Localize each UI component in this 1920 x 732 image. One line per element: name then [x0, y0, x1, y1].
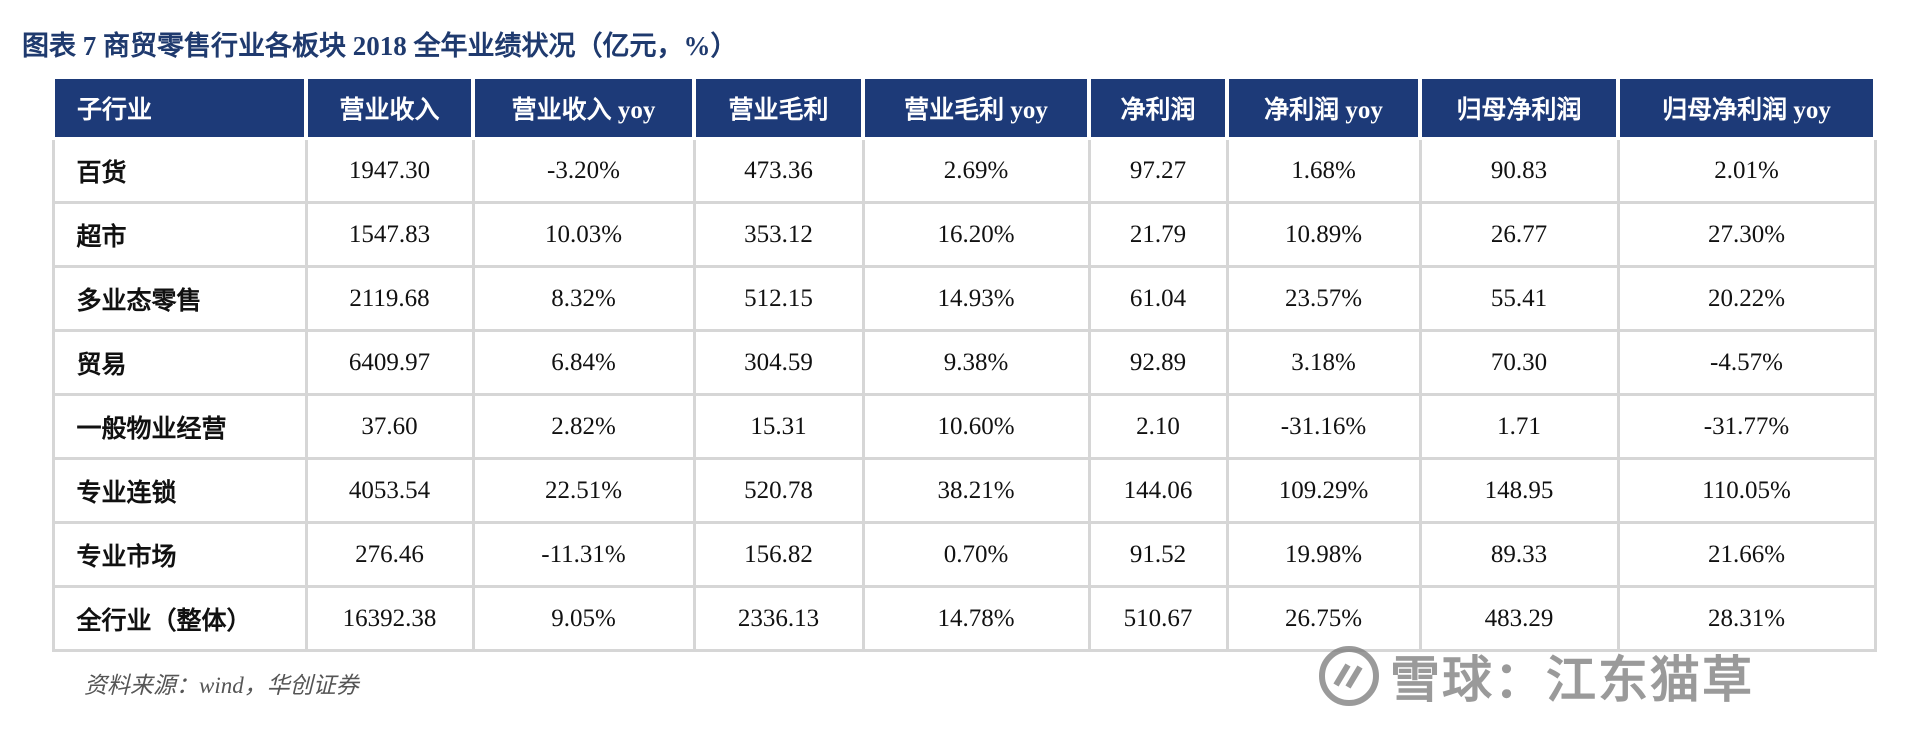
table-cell: 510.67 [1087, 585, 1229, 652]
row-label: 超市 [51, 201, 308, 268]
table-cell: 89.33 [1418, 521, 1620, 588]
table-cell: 38.21% [861, 457, 1091, 524]
table-cell: 156.82 [692, 521, 865, 588]
row-label: 专业市场 [51, 521, 308, 588]
data-table: 子行业 营业收入 营业收入 yoy 营业毛利 营业毛利 yoy 净利润 净利润 yoy 归母净… [51, 76, 1877, 652]
table-cell: 15.31 [692, 393, 865, 460]
table-cell: 26.77 [1418, 201, 1620, 268]
watermark-logo [1319, 646, 1379, 706]
table-cell: 353.12 [692, 201, 865, 268]
table-cell: 6409.97 [304, 329, 475, 396]
table-cell: -4.57% [1616, 329, 1877, 396]
table-cell: 37.60 [304, 393, 475, 460]
table-cell: 1947.30 [304, 137, 475, 204]
table-cell: 27.30% [1616, 201, 1877, 268]
table-cell: 1.71 [1418, 393, 1620, 460]
table-cell: 512.15 [692, 265, 865, 332]
table-cell: 61.04 [1087, 265, 1229, 332]
column-header: 营业收入 [304, 76, 475, 140]
table-cell: 110.05% [1616, 457, 1877, 524]
table-cell: 2.69% [861, 137, 1091, 204]
table-cell: 19.98% [1225, 521, 1422, 588]
row-label: 百货 [51, 137, 308, 204]
column-header: 营业毛利 [692, 76, 865, 140]
table-cell: 14.78% [861, 585, 1091, 652]
table-cell: 16392.38 [304, 585, 475, 652]
row-label: 全行业（整体） [51, 585, 308, 652]
table-cell: 9.05% [471, 585, 696, 652]
table-cell: -31.77% [1616, 393, 1877, 460]
table-row: 专业市场 276.46 -11.31% 156.82 0.70% 91.52 19.98% 8… [51, 521, 1877, 588]
table-cell: -11.31% [471, 521, 696, 588]
table-cell: 2119.68 [304, 265, 475, 332]
table-cell: 20.22% [1616, 265, 1877, 332]
row-label: 多业态零售 [51, 265, 308, 332]
table-cell: 10.89% [1225, 201, 1422, 268]
table-cell: 2.01% [1616, 137, 1877, 204]
table-cell: 2.82% [471, 393, 696, 460]
table-cell: 10.60% [861, 393, 1091, 460]
table-cell: 91.52 [1087, 521, 1229, 588]
column-header: 净利润 [1087, 76, 1229, 140]
table-cell: 97.27 [1087, 137, 1229, 204]
table-cell: 6.84% [471, 329, 696, 396]
row-label: 贸易 [51, 329, 308, 396]
table-cell: 3.18% [1225, 329, 1422, 396]
table-row: 全行业（整体） 16392.38 9.05% 2336.13 14.78% 510.67 2… [51, 585, 1877, 652]
table-cell: 2.10 [1087, 393, 1229, 460]
column-header: 子行业 [51, 76, 308, 140]
table-cell: 28.31% [1616, 585, 1877, 652]
table-row: 多业态零售 2119.68 8.32% 512.15 14.93% 61.04 23.57%… [51, 265, 1877, 332]
table-cell: 21.66% [1616, 521, 1877, 588]
table-cell: 26.75% [1225, 585, 1422, 652]
table-cell: 16.20% [861, 201, 1091, 268]
table-cell: 109.29% [1225, 457, 1422, 524]
table-cell: 1.68% [1225, 137, 1422, 204]
table-cell: 1547.83 [304, 201, 475, 268]
table-row: 百货 1947.30 -3.20% 473.36 2.69% 97.27 1.68% 90.8… [51, 137, 1877, 204]
table-cell: 9.38% [861, 329, 1091, 396]
table-cell: 92.89 [1087, 329, 1229, 396]
table-row: 贸易 6409.97 6.84% 304.59 9.38% 92.89 3.18% 70.30… [51, 329, 1877, 396]
table-cell: 10.03% [471, 201, 696, 268]
column-header: 净利润 yoy [1225, 76, 1422, 140]
table-cell: 2336.13 [692, 585, 865, 652]
table-cell: 8.32% [471, 265, 696, 332]
column-header: 归母净利润 [1418, 76, 1620, 140]
column-header: 营业收入 yoy [471, 76, 696, 140]
table-cell: 23.57% [1225, 265, 1422, 332]
table-cell: 276.46 [304, 521, 475, 588]
table-cell: 148.95 [1418, 457, 1620, 524]
watermark-text: 雪球：江东猫草 [1390, 651, 1754, 709]
table-cell: 90.83 [1418, 137, 1620, 204]
table-cell: 304.59 [692, 329, 865, 396]
title: 图表 7 商贸零售行业各板块 2018 全年业绩状况（亿元，%） [22, 31, 738, 61]
table-cell: 22.51% [471, 457, 696, 524]
table-cell: 70.30 [1418, 329, 1620, 396]
column-header: 营业毛利 yoy [861, 76, 1091, 140]
table-cell: 21.79 [1087, 201, 1229, 268]
table-cell: 0.70% [861, 521, 1091, 588]
table-cell: 144.06 [1087, 457, 1229, 524]
table-cell: 4053.54 [304, 457, 475, 524]
table-cell: -3.20% [471, 137, 696, 204]
table-cell: 14.93% [861, 265, 1091, 332]
row-label: 一般物业经营 [51, 393, 308, 460]
table-cell: -31.16% [1225, 393, 1422, 460]
table-cell: 55.41 [1418, 265, 1620, 332]
column-header: 归母净利润 yoy [1616, 76, 1877, 140]
table-body: 百货 1947.30 -3.20% 473.36 2.69% 97.27 1.68% 90.8… [51, 137, 1877, 652]
table-row: 专业连锁 4053.54 22.51% 520.78 38.21% 144.06 109.2… [51, 457, 1877, 524]
table-row: 一般物业经营 37.60 2.82% 15.31 10.60% 2.10 -31.16% 1.… [51, 393, 1877, 460]
row-label: 专业连锁 [51, 457, 308, 524]
header-row: 子行业 营业收入 营业收入 yoy 营业毛利 营业毛利 yoy 净利润 净利润 yoy 归母净… [51, 76, 1877, 140]
watermark: 雪球：江东猫草 [1318, 640, 1754, 712]
source-note: 资料来源：wind，华创证券 [84, 673, 359, 698]
table-cell: 473.36 [692, 137, 865, 204]
table-cell: 520.78 [692, 457, 865, 524]
table-cell: 483.29 [1418, 585, 1620, 652]
table-row: 超市 1547.83 10.03% 353.12 16.20% 21.79 10.89% 26… [51, 201, 1877, 268]
